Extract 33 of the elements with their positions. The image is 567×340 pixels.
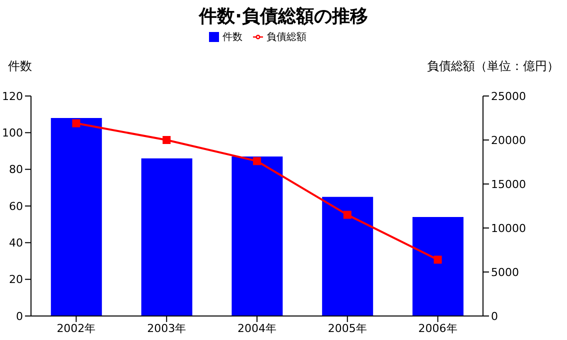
x-tick-label: 2002年 [56,322,96,335]
y2-tick-label: 20000 [491,134,526,147]
y2-tick-label: 0 [491,310,498,323]
point [253,157,261,166]
x-tick-label: 2006年 [418,322,458,335]
bar [322,196,374,316]
bar [50,118,102,316]
chart-title: 件数·負債総額の推移 [198,5,369,28]
y-tick-label: 60 [9,200,23,213]
y-tick-label: 120 [2,90,23,103]
y2-tick-label: 5000 [491,266,519,279]
y-tick-label: 40 [9,236,23,250]
y2-tick-label: 25000 [491,90,526,103]
y-tick-label: 80 [9,163,23,176]
point [434,256,442,264]
legend-label: 負債総額 [266,32,306,43]
point [162,136,171,144]
x-tick-label: 2004年 [238,322,276,335]
bar [412,217,464,316]
y-tick-label: 0 [16,310,23,323]
legend-label: 件数 [222,32,242,43]
y-axis-title: 件数 [8,58,32,75]
point [72,119,80,128]
y2-tick-label: 10000 [491,222,526,235]
x-tick-label: 2003年 [147,322,186,335]
y-tick-label: 20 [9,273,23,286]
x-tick-label: 2005年 [328,322,367,335]
bar [141,158,192,316]
y2-tick-label: 15000 [491,178,526,191]
bar [232,156,283,316]
point [343,210,352,219]
y-tick-label: 100 [2,126,23,140]
y2-axis-title: 負債総額（単位：億円） [427,58,559,75]
